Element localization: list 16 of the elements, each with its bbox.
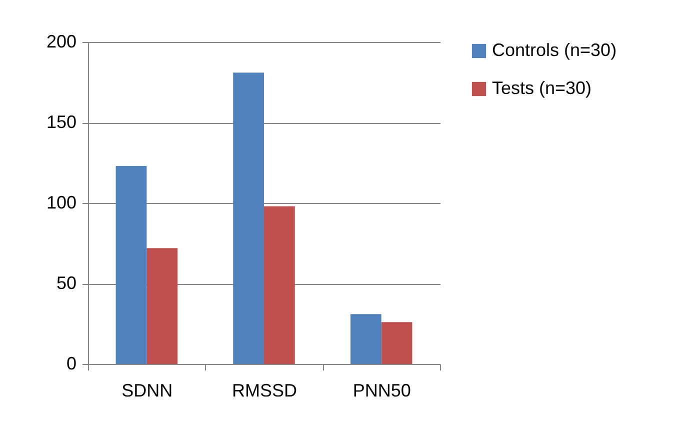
- y-tick-label: 0: [66, 354, 76, 374]
- y-tick-label: 50: [56, 273, 76, 293]
- x-tick-label: PNN50: [352, 380, 411, 400]
- x-tick-label: SDNN: [122, 380, 173, 400]
- bar: [233, 72, 264, 364]
- y-tick-label: 150: [46, 112, 76, 132]
- bar: [146, 248, 178, 364]
- bar: [350, 314, 382, 364]
- legend-label: Tests (n=30): [492, 78, 592, 98]
- legend-label: Controls (n=30): [492, 40, 617, 60]
- bar: [116, 166, 147, 364]
- bar: [264, 206, 295, 364]
- bar: [381, 322, 412, 364]
- x-tick-label: RMSSD: [232, 380, 298, 400]
- y-tick-label: 200: [46, 32, 76, 52]
- y-tick-label: 100: [46, 192, 76, 212]
